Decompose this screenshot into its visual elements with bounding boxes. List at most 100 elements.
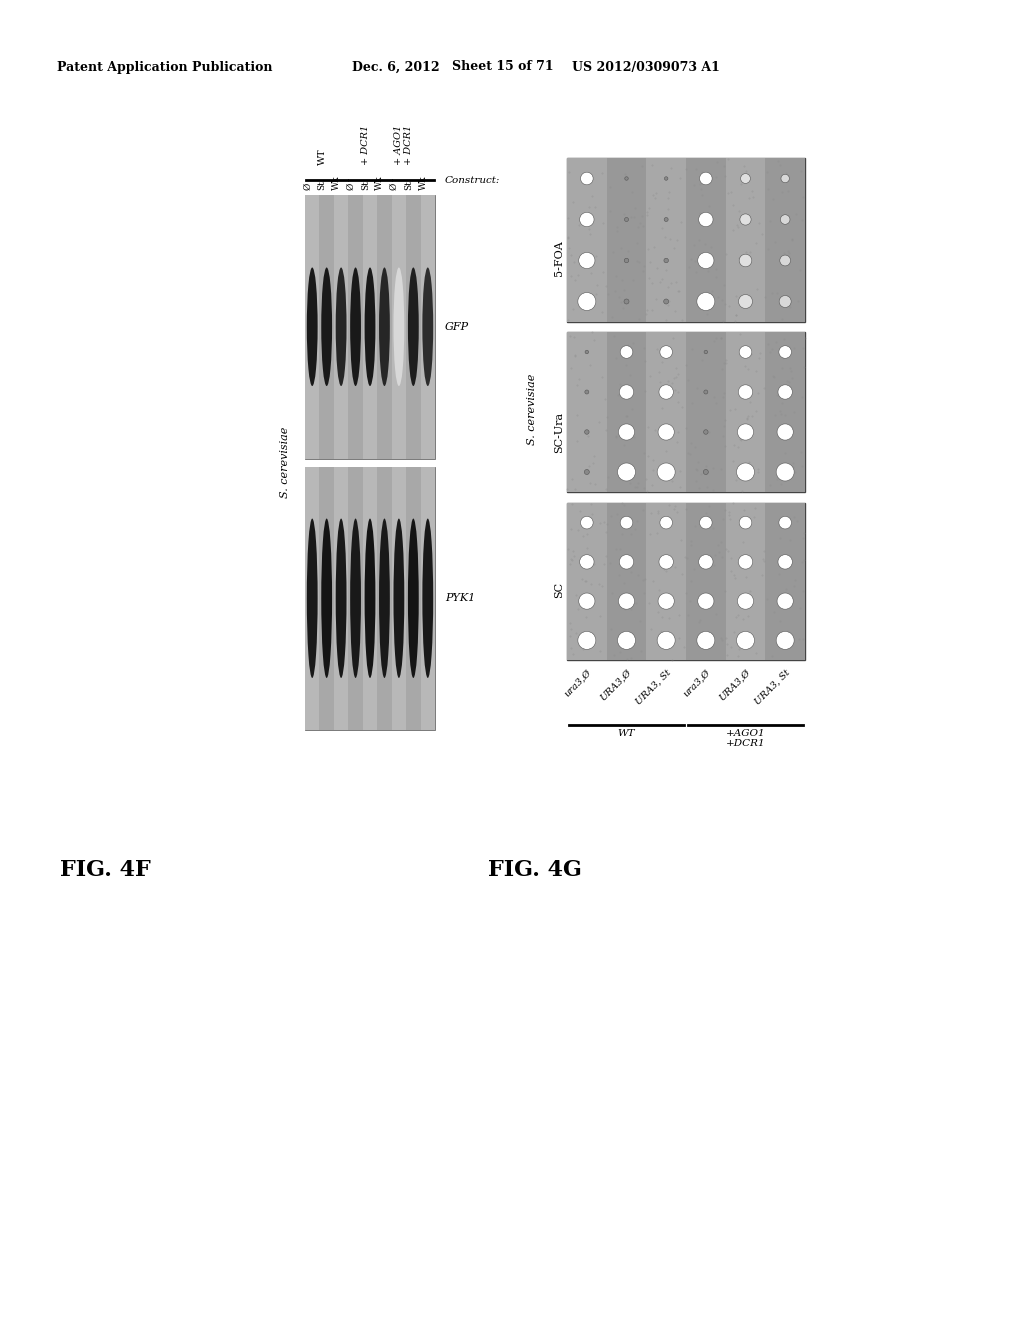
Circle shape [697,631,715,649]
Bar [726,333,765,492]
Text: URA3, St: URA3, St [753,668,792,706]
Ellipse shape [393,268,404,385]
Bar [646,158,686,322]
Bar [421,466,435,730]
Circle shape [703,389,708,393]
Text: WT: WT [317,148,327,165]
Ellipse shape [336,268,346,385]
Ellipse shape [350,268,361,385]
Circle shape [579,593,595,610]
Circle shape [617,463,636,480]
Text: SC-Ura: SC-Ura [554,412,564,453]
Circle shape [697,293,715,310]
Text: URA3, St: URA3, St [634,668,673,706]
Circle shape [664,300,669,304]
Bar [606,158,646,322]
Ellipse shape [379,519,390,678]
Bar [348,195,362,458]
Ellipse shape [422,519,433,678]
Circle shape [585,430,589,434]
Circle shape [624,300,629,304]
Circle shape [778,385,793,399]
Circle shape [625,177,629,181]
Ellipse shape [322,268,332,385]
Circle shape [621,346,633,358]
Circle shape [780,215,790,224]
Circle shape [664,259,669,263]
Text: St.: St. [361,177,370,190]
Bar [391,466,407,730]
Text: Ø: Ø [390,182,399,190]
Circle shape [665,218,669,222]
Text: S. cerevisiae: S. cerevisiae [527,374,537,445]
Text: FIG. 4G: FIG. 4G [488,859,582,880]
Circle shape [703,430,708,434]
Bar [686,333,726,492]
Ellipse shape [408,268,419,385]
Text: S. cerevisiae: S. cerevisiae [280,426,290,498]
Circle shape [659,516,673,529]
Bar [726,158,765,322]
Circle shape [658,424,674,440]
Bar [646,503,686,660]
Circle shape [779,255,791,265]
Circle shape [740,174,751,183]
Circle shape [659,554,674,569]
Text: SC: SC [554,582,564,598]
Bar [407,466,421,730]
Circle shape [776,631,795,649]
Circle shape [739,516,752,529]
Bar [646,333,686,492]
Bar [421,195,435,458]
Circle shape [585,350,589,354]
Circle shape [585,389,589,393]
Text: GFP: GFP [445,322,469,331]
Text: St.: St. [404,177,414,190]
Bar [606,333,646,492]
Circle shape [657,631,675,649]
Bar [305,466,319,730]
Ellipse shape [350,519,361,678]
Circle shape [585,470,590,474]
Ellipse shape [393,519,404,678]
Circle shape [740,214,751,226]
Bar [765,503,805,660]
Bar [391,195,407,458]
Bar [305,195,319,458]
Text: US 2012/0309073 A1: US 2012/0309073 A1 [572,61,720,74]
Circle shape [580,213,594,227]
Circle shape [779,516,792,529]
Bar [305,195,435,458]
Text: WT: WT [617,729,635,738]
Ellipse shape [379,268,390,385]
Bar [567,333,606,492]
Bar [567,503,606,660]
Circle shape [777,593,794,610]
Circle shape [581,516,593,529]
Circle shape [620,554,634,569]
Text: ura3,Ø: ura3,Ø [563,668,593,698]
Circle shape [621,516,633,529]
Bar [334,466,348,730]
Text: Wk: Wk [376,176,384,190]
Circle shape [739,346,752,358]
Circle shape [699,516,712,529]
Bar [686,158,726,322]
Text: Sheet 15 of 71: Sheet 15 of 71 [452,61,554,74]
Bar [377,466,391,730]
Ellipse shape [307,268,317,385]
Circle shape [618,424,635,440]
Circle shape [739,255,752,267]
Bar [567,503,805,660]
Ellipse shape [307,519,317,678]
Bar [567,158,606,322]
Circle shape [658,593,674,610]
Bar [567,158,805,322]
Circle shape [781,174,790,182]
Bar [305,466,435,730]
Text: PYK1: PYK1 [445,593,475,603]
Text: + DCR1: + DCR1 [361,125,370,165]
Circle shape [625,259,629,263]
Ellipse shape [365,268,376,385]
Circle shape [737,593,754,610]
